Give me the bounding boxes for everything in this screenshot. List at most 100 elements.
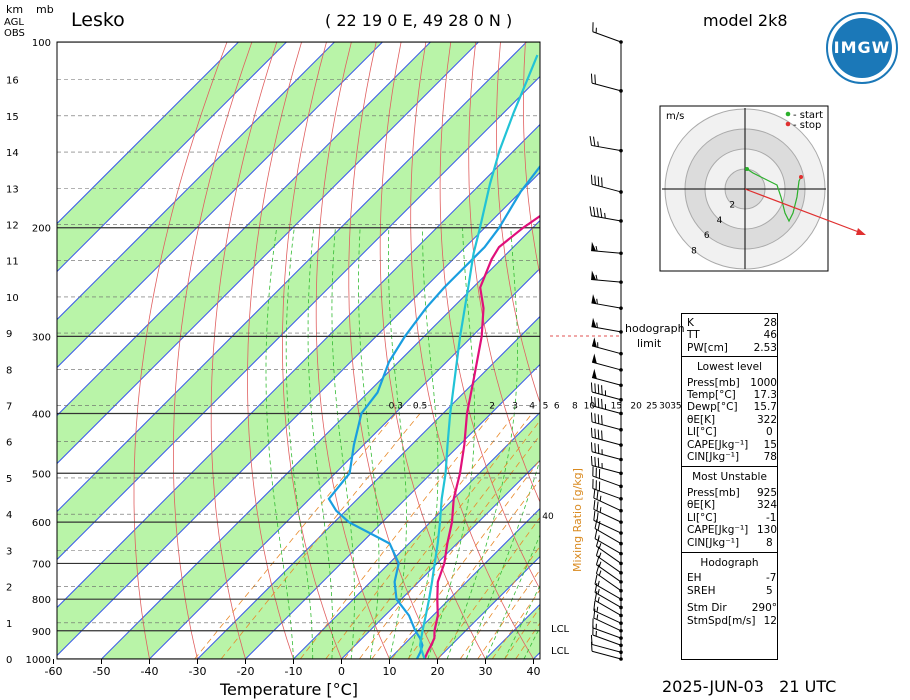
index-value: 2.53 [753,341,777,354]
moist-adiabat [358,227,380,659]
index-value: 130 [756,524,777,537]
wind-barb-pennant [591,294,597,304]
wind-barb-half [597,141,599,147]
moist-adiabat [285,227,314,659]
dry-adiabat [210,42,278,659]
wind-barb-shaft [593,617,622,632]
legend-stop: - stop [793,120,821,131]
pressure-tick-label: 400 [32,409,51,420]
wind-barb-half [595,274,598,281]
dry-adiabat [379,42,486,659]
wind-barb-flag [593,601,596,611]
wind-barb-flag [597,520,601,531]
storm-motion-arrow [744,188,865,235]
most-unstable-title: Most Unstable [692,471,767,484]
index-row: CAPE[Jkg⁻¹] 15 [687,439,777,451]
hodograph-limit-label: limit [637,337,662,350]
index-row: Press[mb] 925 [687,487,777,499]
wind-barb-shaft [591,451,622,461]
wind-barb-flag [597,176,600,187]
wind-barb-flag [594,583,598,593]
wind-barb-flag [590,412,593,422]
most-unstable-rows: Press[mb] 925 θE[K] 324 LI[°C] -1 CAPE[Jkg⁻¹] 1… [682,487,777,549]
wind-barb-flag [595,536,600,547]
index-row: LI[°C] -1 [687,512,777,524]
wind-barb-shaft [591,250,622,254]
wind-barb-flag [601,430,603,441]
height-tick-label: 8 [6,365,12,376]
wind-barb-shaft [592,634,622,646]
x-tick-label: -40 [141,665,159,678]
wind-barb-flag [594,74,596,85]
index-value: -7 [766,572,777,585]
wind-barb-flag [590,427,593,438]
index-row: SREH 5 [687,585,777,597]
legend-start-dot [785,111,791,117]
index-row: θE[K] 322 [687,414,777,426]
wind-barb-shaft [591,643,622,653]
wind-barb-dot [619,471,623,476]
wind-barb-half [597,580,600,587]
wind-barb-flag [594,175,596,186]
wind-barb-dot [619,427,623,432]
dry-adiabat [468,42,540,503]
index-name: StmSpd[m/s] [687,614,756,627]
moist-adiabat [331,227,355,659]
mixing-ratio-label: 25 [646,401,657,411]
index-row: Dewp[°C] 15.7 [687,401,777,413]
index-value: 5 [766,584,773,597]
x-tick-label: 10 [383,665,397,678]
index-value: 925 [756,486,777,499]
hodograph-ring-label: 6 [704,231,710,241]
wind-barb-flag [601,177,603,187]
hodograph-limit-label: hodograph [625,322,685,335]
mixing-ratio-label: 8 [572,401,578,411]
plot-area [57,42,540,659]
pressure-tick-label: 1000 [26,655,51,666]
unit-mb: mb [36,3,54,16]
wind-barb-shaft [591,215,622,222]
isotherm-band [57,42,540,560]
mixing-ratio-label: 6 [554,401,560,411]
most-unstable-section: Most Unstable Press[mb] 925 θE[K] 324 LI[°C]… [682,467,777,553]
wind-barb-shaft [591,144,622,152]
isotherm-line [57,42,335,321]
hodograph-ring-label: 4 [717,216,723,226]
dry-adiabat [173,42,253,659]
wind-barb-flag [593,206,596,217]
isotherm-line [101,219,540,659]
index-name: Temp[°C] [687,389,736,402]
index-row: TT 46 [687,329,777,341]
height-tick-label: 15 [6,112,19,123]
wind-barb-dot [619,397,623,402]
lowest-level-section: Lowest level Press[mb] 1000 Temp[°C] 17.3 De… [682,357,777,468]
plot-frame [56,41,541,660]
hodograph-ring-label: 8 [691,247,697,257]
legend-start: - start [793,110,823,121]
wind-barb-shaft [591,405,622,414]
x-tick-label: 40 [527,665,541,678]
mixing-ratio-40-label: 40 [542,512,554,522]
wind-barb-shaft [591,326,622,333]
hodograph-rows: EH -7 SREH 5 Stm Dir 290° StmSpd[m/s] 12 [682,572,777,627]
wind-barb-flag [594,574,598,585]
lowest-level-rows: Press[mb] 1000 Temp[°C] 17.3 Dewp[°C] 15.7 θE[… [682,377,777,464]
wind-barb-flag [599,208,603,218]
lcl-label: LCL [551,624,570,635]
dry-adiabat [133,42,228,659]
profile-temperature [423,214,540,659]
wind-barb-flag [590,174,593,185]
pressure-tick-label: 100 [32,38,51,49]
wind-barb-dot [619,443,623,447]
index-name: LI[°C] [687,426,717,439]
wind-barb-shaft [594,592,622,608]
index-value: 0 [766,426,773,439]
x-tick-label: 20 [431,665,445,678]
wind-barb-shaft [596,573,622,592]
isotherm-line [57,42,239,225]
x-axis-label: Temperature [°C] [219,680,358,699]
wind-barb-half [597,589,600,595]
isotherm-line [245,363,540,659]
hodograph-ring-label: 2 [729,200,735,210]
